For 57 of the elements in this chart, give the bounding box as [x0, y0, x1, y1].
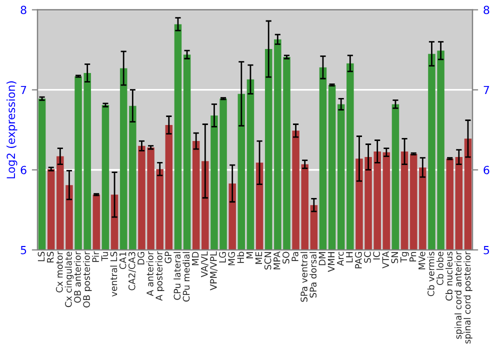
x-tick-label: MPA [274, 251, 280, 270]
x-tick-label: CA2/CA3 [128, 252, 136, 290]
y2-tick-label: 6 [484, 166, 490, 174]
y-tick-label: 6 [20, 166, 26, 174]
x-tick-label: VA/VL [201, 251, 208, 278]
x-tick-label: GP [164, 252, 172, 264]
x-tick-label: Cb nucleus [445, 252, 452, 301]
x-tick-label: spinal cord posterior [464, 251, 472, 344]
x-tick-label: SO [282, 252, 290, 264]
x-tick-label: Cb vermis [427, 252, 434, 296]
x-tick-label: SCN [264, 252, 272, 270]
y2-tick-label: 8 [484, 6, 490, 14]
x-tick-label: DG [138, 252, 144, 264]
x-tick-label: Cx cingulate [64, 252, 74, 308]
x-tick-label: Arc [337, 252, 344, 266]
y2-tick-label: 5 [484, 246, 490, 254]
x-tick-label: Hb [237, 252, 244, 263]
y-axis-title: Log2 (expression) [6, 81, 18, 178]
x-tick-label: SPa dorsal [310, 252, 317, 298]
x-tick-label: spinal cord anterior [454, 251, 464, 339]
x-tick-label: LS [38, 252, 45, 262]
x-tick-label: SN [391, 252, 398, 264]
y-tick-label: 5 [20, 246, 26, 254]
x-tick-label: VTA [382, 251, 389, 268]
x-tick-label: MD [192, 252, 199, 266]
x-tick-label: ventral LS [110, 252, 118, 297]
y-tick-label: 7 [20, 86, 26, 94]
x-tick-label: CPu lateral [174, 252, 181, 300]
x-tick-label: VPM/VPL [210, 251, 218, 290]
x-tick-label: OB anterior [74, 251, 81, 303]
x-tick-label: LG [219, 252, 226, 262]
x-tick-label: MVe [418, 252, 426, 270]
x-tick-label: SPa ventral [300, 252, 308, 302]
x-tick-label: M [246, 252, 253, 258]
x-tick-label: CPu medial [182, 252, 190, 302]
x-tick-label: LH [346, 252, 353, 262]
x-tick-label: Cx motor [56, 251, 63, 292]
x-tick-label: Tu [101, 252, 108, 262]
y-tick-label: 8 [20, 6, 26, 14]
y2-tick-label: 7 [484, 86, 490, 94]
x-tick-label: IC [373, 252, 380, 260]
x-tick-label: Pa [292, 252, 298, 261]
x-tick-label: RS [46, 252, 54, 262]
x-tick-label: CA1 [119, 252, 126, 270]
x-tick-label: MG [228, 252, 235, 266]
x-tick-label: Cb lobe [436, 252, 444, 286]
x-tick-label: Pir [92, 251, 99, 262]
x-tick-label: Pn [410, 252, 416, 262]
x-tick-label: ME [255, 252, 262, 264]
x-tick-label: VMH [328, 252, 335, 272]
x-tick-label: SC [364, 252, 371, 263]
x-tick-label: Tg [400, 252, 409, 263]
x-tick-label: A posterior [155, 251, 164, 301]
x-tick-label: OB posterior [82, 251, 92, 308]
x-tick-label: PAG [355, 252, 362, 268]
x-tick-label: DM [318, 252, 326, 266]
x-tick-label: A anterior [146, 251, 154, 296]
